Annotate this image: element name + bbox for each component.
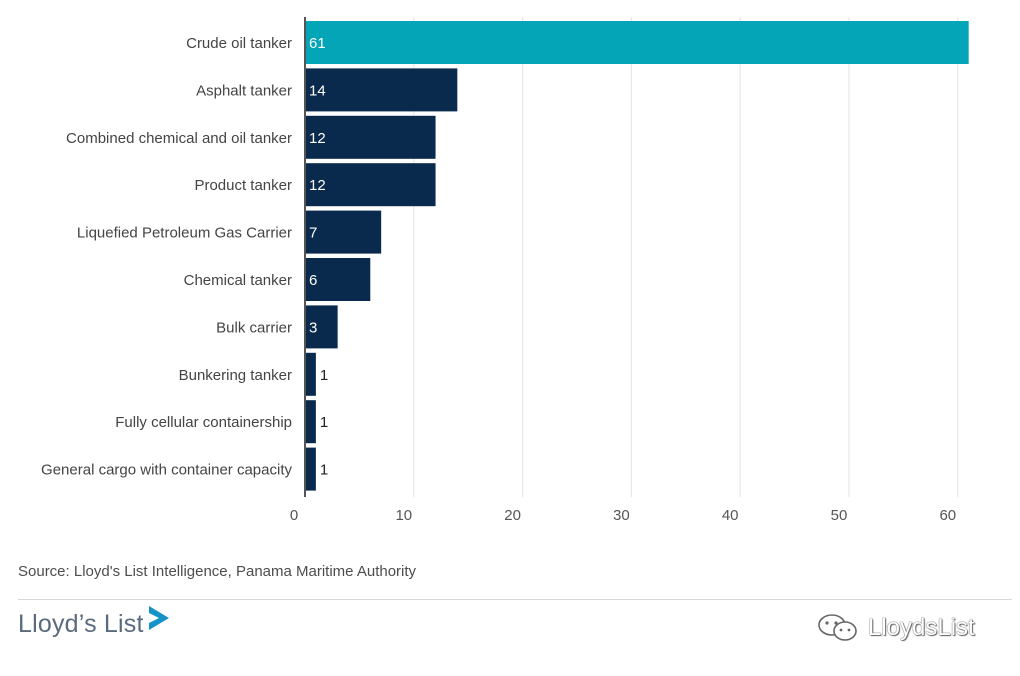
- category-label: Liquefied Petroleum Gas Carrier: [77, 225, 292, 242]
- bar: [305, 400, 316, 444]
- bar-value-label: 61: [309, 35, 326, 52]
- watermark-text: LloydsList: [868, 614, 975, 641]
- brand-logo: Lloyd’s List: [18, 606, 171, 641]
- bar-value-label: 14: [309, 82, 326, 99]
- category-label: Bunkering tanker: [179, 367, 292, 384]
- bar: [305, 305, 338, 349]
- bar-value-label: 1: [320, 462, 328, 479]
- bar-value-label: 12: [309, 130, 326, 147]
- bar: [305, 447, 316, 491]
- bar-value-label: 3: [309, 319, 317, 336]
- x-tick-label: 60: [939, 507, 956, 524]
- bar-chart: 61 14 12 12 7 6 3 1 1 1 Crude oil tanker Asphalt t…: [41, 17, 969, 524]
- category-label: General cargo with container capacity: [41, 462, 292, 479]
- bar-value-label: 12: [309, 177, 326, 194]
- x-tick-label: 30: [613, 507, 630, 524]
- brand-name: Lloyd’s List: [18, 609, 144, 638]
- bar-value-label: 1: [320, 414, 328, 431]
- bar: [305, 163, 436, 207]
- footer-divider: [18, 599, 1012, 600]
- bar: [305, 115, 436, 159]
- wechat-icon: [818, 614, 857, 641]
- category-label: Fully cellular containership: [115, 414, 292, 431]
- bar-value-label: 6: [309, 272, 317, 289]
- category-label: Asphalt tanker: [196, 82, 292, 99]
- category-label: Crude oil tanker: [186, 35, 292, 52]
- x-tick-label: 40: [722, 507, 739, 524]
- bar-value-label: 1: [320, 367, 328, 384]
- watermark: LloydsList: [816, 611, 975, 645]
- bar: [305, 68, 458, 112]
- bar: [305, 21, 969, 64]
- source-note: Source: Lloyd's List Intelligence, Panam…: [18, 563, 417, 580]
- category-label: Combined chemical and oil tanker: [66, 130, 292, 147]
- bar: [305, 210, 382, 254]
- bar-value-label: 7: [309, 225, 317, 242]
- x-tick-label: 10: [395, 507, 412, 524]
- x-tick-label: 20: [504, 507, 521, 524]
- y-axis-labels: Crude oil tanker Asphalt tanker Combined c…: [41, 35, 292, 479]
- category-label: Chemical tanker: [184, 272, 292, 289]
- chart-bars: 61 14 12 12 7 6 3 1 1 1: [305, 21, 969, 491]
- bar: [305, 352, 316, 396]
- x-tick-label: 50: [831, 507, 848, 524]
- play-chevron-icon: [148, 606, 169, 630]
- category-label: Bulk carrier: [216, 319, 292, 336]
- x-axis-ticks: 0 10 20 30 40 50 60: [290, 507, 956, 524]
- category-label: Product tanker: [194, 177, 292, 194]
- chart-grid: [413, 17, 959, 497]
- x-tick-label: 0: [290, 507, 298, 524]
- bar: [305, 258, 371, 301]
